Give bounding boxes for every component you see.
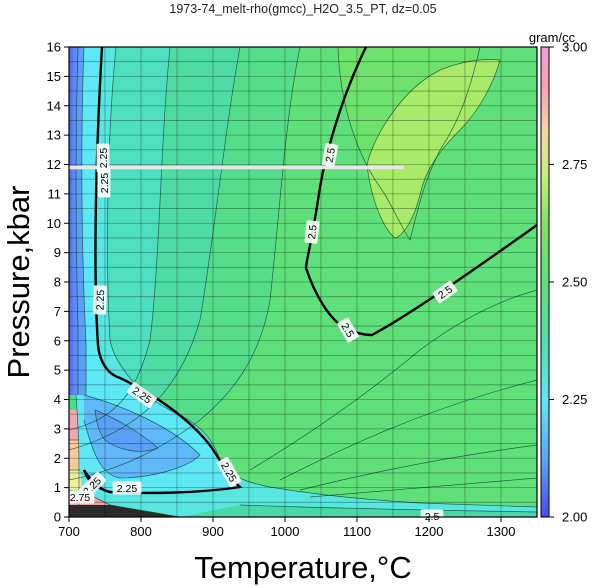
contour-label-bg	[432, 280, 458, 304]
colorbar-units: gram/cc	[529, 30, 576, 45]
contour-label-text: 2.75	[70, 492, 91, 504]
x-axis-label: Temperature,°C	[194, 550, 411, 585]
grid	[69, 47, 537, 517]
x-tick-label: 800	[130, 524, 152, 539]
colorbar-tick-label: 2.25	[562, 392, 587, 407]
y-tick-label: 14	[47, 98, 61, 113]
y-tick-label: 5	[54, 363, 61, 378]
colorbar-tick-label: 2.75	[562, 157, 587, 172]
contour-label-bg	[96, 143, 110, 173]
colorbar-tick-label: 2.50	[562, 275, 587, 290]
y-tick-label: 12	[47, 157, 61, 172]
contour-label: 2.25	[97, 168, 111, 198]
band-2-25	[69, 47, 240, 493]
fill-bands	[69, 47, 537, 517]
band-low-dark	[69, 505, 180, 517]
band-2-15	[95, 410, 158, 452]
contour-label-text: 2.25	[99, 173, 111, 194]
y-axis-label: Pressure,kbar	[1, 186, 36, 379]
colorbar-tick-label: 2.00	[562, 510, 587, 525]
y-tick-label: 9	[54, 245, 61, 260]
contour-label-text: 2.5	[306, 224, 319, 240]
contour-label-bg	[420, 509, 444, 523]
colorbar-ticks: 2.00 2.25 2.50 2.75 3.00	[549, 40, 587, 525]
contour-label-bg	[337, 317, 359, 343]
contour-label: 2.5	[420, 509, 444, 523]
x-tick-label: 1300	[487, 524, 516, 539]
contour-label-bg	[321, 142, 339, 168]
contour-label-bg	[304, 220, 320, 244]
colorbar-gradient	[541, 47, 549, 517]
y-tick-label: 7	[54, 304, 61, 319]
contour-label-text: 2.5	[324, 147, 338, 164]
chart-title: 1973-74_melt-rho(gmcc)_H2O_3.5_PT, dz=0.…	[169, 2, 436, 16]
thin-contours	[69, 47, 537, 517]
x-tick-label: 900	[202, 524, 224, 539]
contour-label: 2.25	[96, 143, 110, 173]
y-tick-label: 4	[54, 392, 61, 407]
contour-label: 2.75	[65, 490, 95, 504]
y-tick-label: 11	[48, 186, 62, 201]
colorbar: gram/cc 2.00 2.25 2.50 2.75 3.00	[529, 30, 587, 525]
band-2-00	[69, 47, 73, 395]
contour-label-text: 2.25	[98, 148, 110, 169]
contour-label: 2.25	[112, 481, 142, 495]
y-tick-label: 2	[54, 451, 61, 466]
y-tick-label: 3	[54, 421, 61, 436]
band-bottom-strip	[180, 505, 537, 517]
y-tick-label: 8	[54, 275, 61, 290]
contour-label-bg	[65, 490, 95, 504]
contour-label-bg	[112, 481, 142, 495]
band-2-60	[367, 59, 500, 239]
x-tick-label: 1200	[415, 524, 444, 539]
y-tick-label: 6	[54, 333, 61, 348]
x-tick-label: 700	[58, 524, 80, 539]
contour-label-bg	[97, 168, 111, 198]
x-tick-label: 1100	[343, 524, 371, 539]
y-tick-label: 16	[47, 40, 61, 55]
plot-area	[69, 47, 537, 517]
contour-label-text: 2.25	[94, 289, 107, 310]
contour-labels: 2.252.252.252.252.252.252.252.52.52.52.5…	[65, 142, 458, 523]
y-tick-label: 15	[47, 69, 61, 84]
contour-label-text: 2.25	[117, 483, 138, 495]
colorbar-tick-label: 3.00	[562, 40, 587, 55]
y-tick-label: 10	[47, 216, 61, 231]
x-tick-label: 1000	[271, 524, 300, 539]
x-axis-ticks: 700 800 900 1000 1100 1200 1300	[58, 517, 515, 539]
contour-label-bg	[127, 382, 157, 408]
contour-label: 2.5	[321, 142, 339, 168]
contour-label-bg	[216, 456, 242, 488]
contour-label-bg	[93, 285, 107, 315]
contour-label: 2.25	[93, 285, 107, 315]
contour-label: 2.5	[304, 220, 320, 244]
y-tick-label: 0	[54, 510, 61, 525]
y-tick-label: 13	[47, 128, 61, 143]
y-tick-label: 1	[54, 480, 61, 495]
